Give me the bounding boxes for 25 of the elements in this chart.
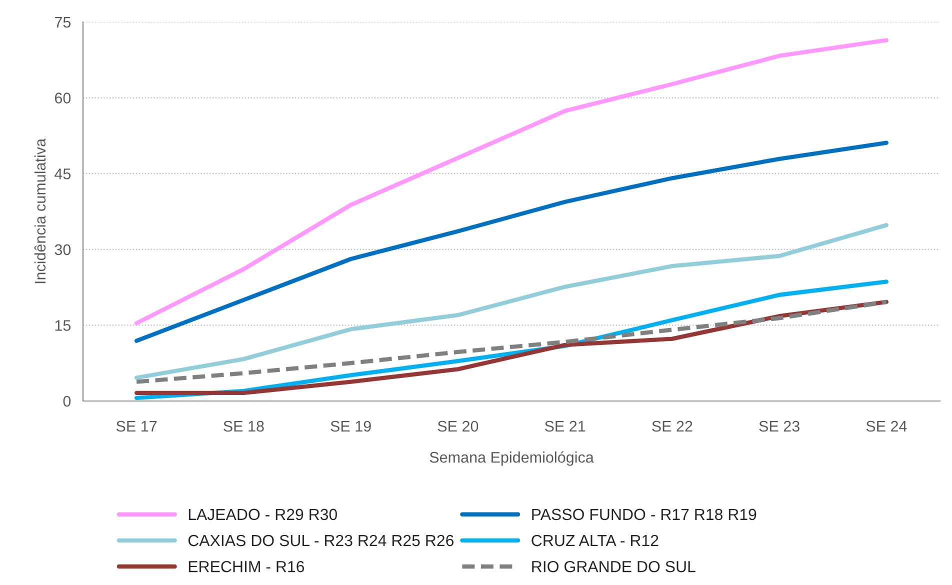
x-tick-label: SE 23	[759, 420, 800, 432]
x-axis-title: Semana Epidemiológica	[430, 451, 594, 466]
y-tick-label: 60	[54, 92, 71, 104]
legend-label: LAJEADO - R29 R30	[188, 508, 337, 520]
x-tick-label: SE 17	[116, 420, 157, 432]
line-series	[134, 140, 889, 343]
x-tick-label: SE 22	[652, 420, 692, 432]
y-tick-label: 30	[54, 244, 71, 256]
x-tick-label: SE 24	[866, 420, 907, 432]
x-tick-label: SE 20	[438, 420, 478, 432]
x-tick-label: SE 18	[224, 420, 264, 432]
line-series	[134, 38, 889, 326]
x-tick-label: SE 19	[330, 420, 371, 432]
x-tick-label: SE 21	[544, 420, 586, 432]
legend-label: CRUZ ALTA - R12	[532, 534, 658, 546]
line-series	[134, 223, 889, 380]
legend-label: ERECHIM - R16	[188, 560, 304, 572]
legend-label: CAXIAS DO SUL - R23 R24 R25 R26	[188, 534, 454, 546]
legend-label: PASSO FUNDO - R17 R18 R19	[532, 508, 756, 520]
y-axis-title: Incidência cumulativa	[34, 138, 46, 284]
y-tick-label: 45	[54, 168, 71, 180]
y-tick-label: 0	[63, 396, 71, 407]
legend-label: RIO GRANDE DO SUL	[532, 560, 696, 572]
y-tick-label: 75	[54, 17, 71, 28]
y-tick-label: 15	[55, 320, 71, 331]
